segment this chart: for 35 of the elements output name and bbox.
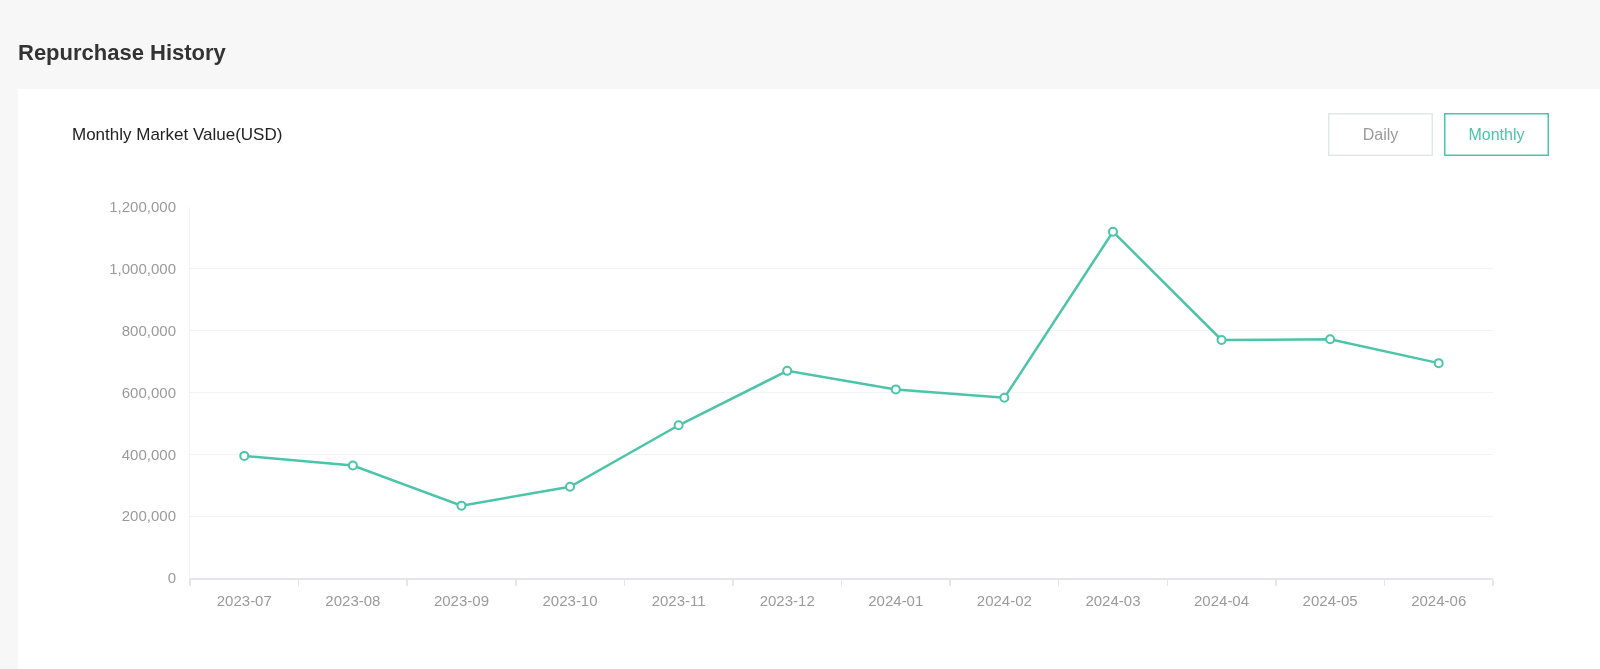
point bbox=[1433, 358, 1444, 369]
y-tick-label: 400,000 bbox=[121, 445, 176, 463]
y-tick-label: 1,200,000 bbox=[109, 198, 176, 216]
x-tick-label: 2024-04 bbox=[1194, 591, 1250, 609]
point bbox=[1107, 226, 1118, 237]
x-tick-label: 2023-11 bbox=[651, 591, 706, 609]
x-tick-label: 2023-12 bbox=[759, 591, 815, 609]
x-tick-label: 2024-05 bbox=[1302, 591, 1358, 609]
y-tick-label: 600,000 bbox=[121, 383, 176, 401]
chart-subtitle: Monthly Market Value(USD) bbox=[72, 125, 283, 144]
x-tick-label: 2023-07 bbox=[216, 591, 272, 609]
point bbox=[782, 365, 793, 376]
point bbox=[565, 481, 576, 492]
x-tick-label: 2023-09 bbox=[433, 591, 489, 609]
x-tick-label: 2024-01 bbox=[868, 591, 924, 609]
point bbox=[890, 384, 901, 395]
text: Daily bbox=[1362, 126, 1399, 143]
point bbox=[673, 420, 684, 431]
y-tick-label: 200,000 bbox=[121, 507, 176, 525]
x-tick-label: 2024-03 bbox=[1085, 591, 1141, 609]
text: Monthly bbox=[1468, 126, 1525, 143]
point bbox=[456, 500, 467, 511]
point bbox=[1216, 334, 1227, 345]
x-tick-label: 2023-08 bbox=[325, 591, 381, 609]
point bbox=[1325, 334, 1336, 345]
x-tick-label: 2024-06 bbox=[1411, 591, 1467, 609]
y-tick-label: 1,000,000 bbox=[109, 260, 176, 278]
point bbox=[347, 460, 358, 471]
y-tick-label: 0 bbox=[167, 569, 176, 587]
x-tick-label: 2024-02 bbox=[976, 591, 1032, 609]
point bbox=[999, 392, 1010, 403]
point bbox=[239, 450, 250, 461]
y-tick-label: 800,000 bbox=[121, 321, 176, 339]
x-tick-label: 2023-10 bbox=[542, 591, 598, 609]
chart-title: Repurchase History bbox=[18, 39, 227, 65]
